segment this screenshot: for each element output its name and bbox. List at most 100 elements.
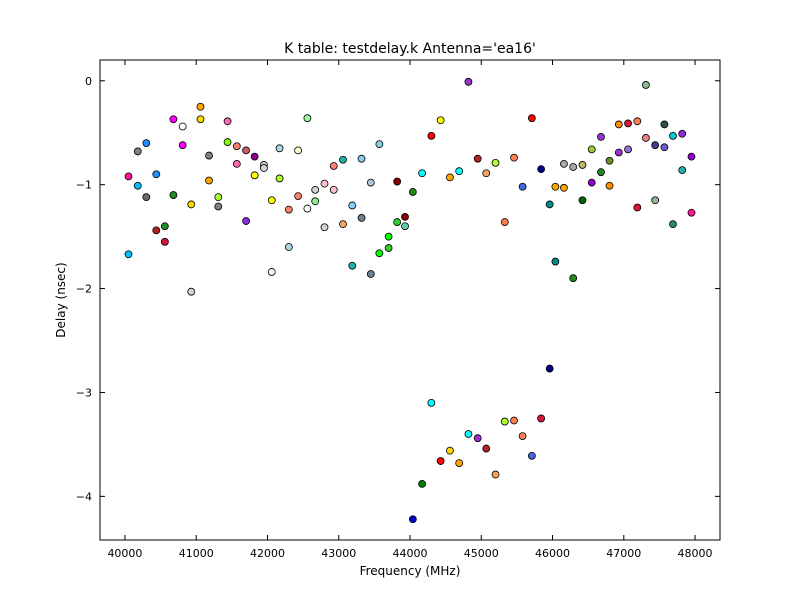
data-point bbox=[669, 220, 677, 229]
data-point bbox=[375, 140, 384, 149]
data-point bbox=[651, 141, 660, 150]
data-point bbox=[196, 102, 205, 111]
data-point bbox=[223, 138, 232, 146]
data-point bbox=[242, 217, 250, 225]
y-tick-label: 0 bbox=[85, 75, 92, 88]
data-point bbox=[160, 222, 169, 231]
data-point bbox=[464, 77, 473, 86]
data-point bbox=[614, 120, 623, 129]
x-tick-label: 43000 bbox=[321, 547, 356, 560]
data-point bbox=[320, 223, 329, 232]
data-point bbox=[275, 174, 284, 183]
data-point bbox=[614, 148, 623, 157]
data-point bbox=[250, 152, 259, 161]
data-point bbox=[223, 117, 232, 126]
data-point bbox=[205, 176, 213, 185]
x-tick-label: 42000 bbox=[250, 547, 285, 560]
y-axis-label: Delay (nsec) bbox=[54, 262, 68, 337]
x-tick-label: 48000 bbox=[678, 547, 713, 560]
data-point bbox=[587, 178, 596, 187]
data-point bbox=[232, 159, 241, 168]
data-point bbox=[446, 446, 454, 455]
data-point bbox=[518, 182, 527, 191]
x-tick-label: 44000 bbox=[393, 547, 428, 560]
data-point bbox=[436, 116, 445, 125]
data-point bbox=[393, 218, 402, 226]
data-point bbox=[578, 161, 587, 169]
data-point bbox=[578, 196, 587, 205]
x-tick-label: 46000 bbox=[535, 547, 570, 560]
data-point bbox=[545, 364, 554, 373]
data-point bbox=[357, 214, 366, 222]
data-point bbox=[569, 163, 578, 171]
data-point bbox=[260, 164, 268, 172]
data-point bbox=[142, 139, 151, 148]
data-point bbox=[624, 145, 632, 154]
data-point bbox=[284, 205, 293, 214]
data-point bbox=[242, 146, 250, 155]
data-point bbox=[320, 179, 329, 188]
data-point bbox=[178, 141, 187, 150]
data-point bbox=[329, 185, 338, 194]
data-point bbox=[436, 457, 445, 465]
data-point bbox=[267, 196, 276, 205]
data-point bbox=[605, 181, 614, 190]
data-point bbox=[375, 249, 384, 258]
data-point bbox=[500, 218, 509, 226]
data-point bbox=[569, 274, 578, 283]
data-point bbox=[339, 155, 347, 164]
data-point bbox=[169, 191, 178, 199]
data-point bbox=[142, 193, 151, 202]
y-tick-label: −1 bbox=[76, 179, 92, 192]
data-point bbox=[348, 201, 357, 210]
axis-ticks: 40000 41000 42000 43000 44000 45000 46000 47000… bbox=[76, 60, 720, 560]
y-tick-label: −4 bbox=[76, 490, 92, 503]
data-point bbox=[510, 153, 518, 162]
chart-title: K table: testdelay.k Antenna='ea16' bbox=[284, 41, 536, 57]
data-point bbox=[660, 143, 669, 152]
data-point bbox=[196, 115, 205, 124]
data-point bbox=[267, 268, 276, 276]
data-point bbox=[178, 122, 187, 131]
data-point bbox=[687, 208, 696, 217]
data-point bbox=[303, 204, 312, 213]
data-point bbox=[303, 114, 312, 123]
data-point bbox=[597, 132, 605, 141]
data-point bbox=[641, 134, 650, 142]
data-point bbox=[160, 237, 169, 246]
x-tick-label: 41000 bbox=[179, 547, 214, 560]
data-point bbox=[401, 222, 409, 231]
data-point bbox=[624, 119, 632, 128]
data-point bbox=[560, 159, 568, 168]
data-point bbox=[311, 185, 320, 194]
data-point bbox=[678, 129, 687, 138]
x-axis-label: Frequency (MHz) bbox=[360, 564, 461, 578]
data-point bbox=[427, 131, 436, 140]
data-point bbox=[427, 398, 436, 407]
data-point bbox=[551, 182, 560, 191]
data-point bbox=[527, 114, 536, 123]
data-point bbox=[339, 220, 347, 229]
data-point bbox=[384, 244, 393, 252]
data-point bbox=[275, 144, 284, 153]
x-tick-label: 47000 bbox=[606, 547, 641, 560]
data-point bbox=[366, 270, 375, 278]
plot-area bbox=[99, 59, 721, 541]
data-point bbox=[133, 181, 142, 190]
data-point bbox=[464, 430, 473, 438]
data-point bbox=[393, 177, 402, 186]
data-point bbox=[232, 142, 241, 151]
data-point bbox=[187, 287, 196, 296]
data-point bbox=[250, 171, 259, 180]
data-point bbox=[408, 515, 417, 524]
data-point bbox=[152, 170, 161, 179]
data-point bbox=[124, 172, 133, 181]
data-point bbox=[455, 167, 464, 176]
data-point bbox=[482, 444, 491, 453]
data-point bbox=[491, 470, 500, 479]
data-point bbox=[551, 257, 560, 266]
data-point bbox=[329, 162, 338, 170]
data-point bbox=[491, 158, 500, 167]
data-point bbox=[348, 261, 357, 270]
